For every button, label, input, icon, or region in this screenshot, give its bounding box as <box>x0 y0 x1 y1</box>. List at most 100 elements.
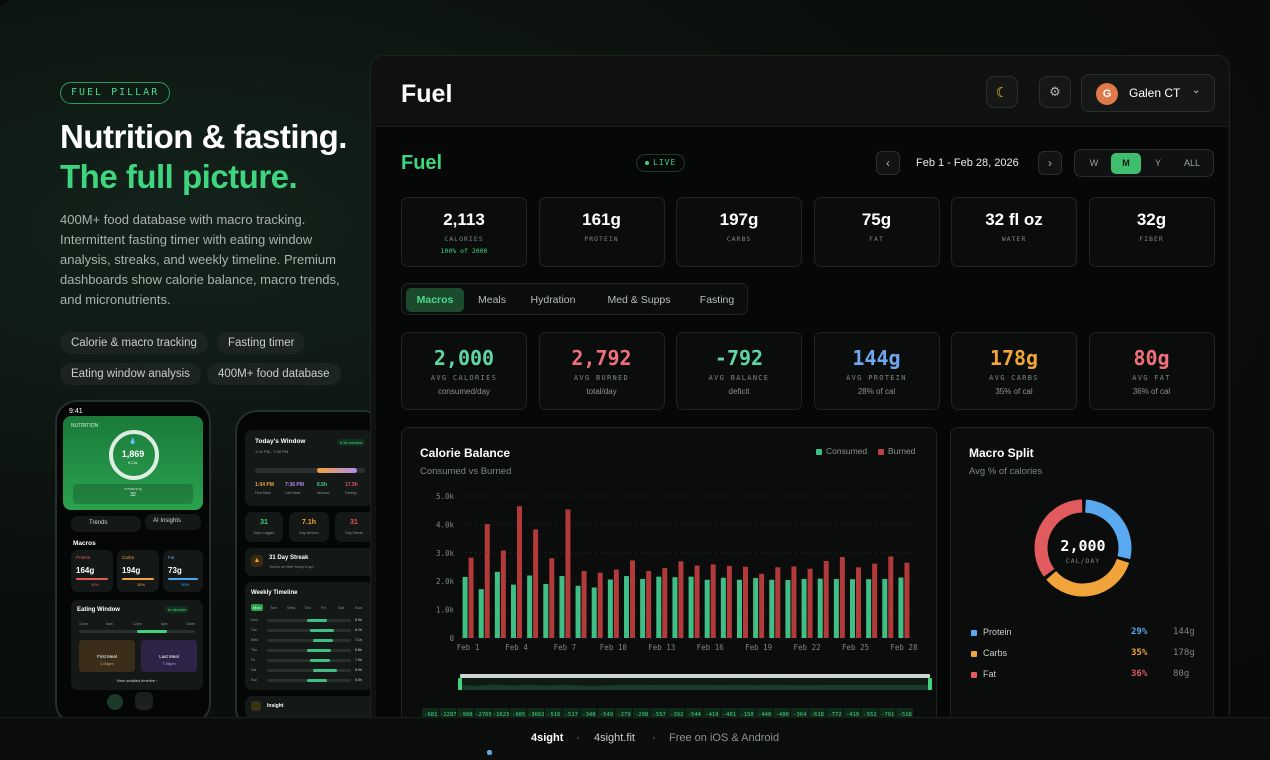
period-all[interactable]: ALL <box>1183 158 1200 168</box>
weekday-sat[interactable]: Sat <box>338 605 345 610</box>
next-period-button[interactable]: › <box>1038 151 1062 175</box>
bar-burned[interactable] <box>581 570 587 638</box>
bar-burned[interactable] <box>791 566 797 638</box>
bar-consumed[interactable] <box>640 578 646 638</box>
bar-consumed[interactable] <box>688 576 694 638</box>
timeline-bar <box>267 629 351 632</box>
bar-burned[interactable] <box>775 567 781 638</box>
donut-slice-carbs[interactable] <box>1046 558 1130 597</box>
legend-pct: 29% <box>1131 627 1148 637</box>
bar-burned[interactable] <box>888 556 894 638</box>
bar-consumed[interactable] <box>704 579 710 638</box>
weekday-thu[interactable]: Thu <box>304 605 311 610</box>
weekday-fri[interactable]: Fri <box>321 605 326 610</box>
bar-burned[interactable] <box>646 570 652 638</box>
bar-consumed[interactable] <box>478 589 484 638</box>
donut-slice-protein[interactable] <box>1084 499 1132 560</box>
bar-burned[interactable] <box>484 524 490 638</box>
bar-burned[interactable] <box>743 566 748 638</box>
bar-consumed[interactable] <box>801 578 807 638</box>
nav-center-button[interactable] <box>135 692 153 710</box>
user-menu[interactable]: G Galen CT ⌄ <box>1081 74 1215 112</box>
bar-consumed[interactable] <box>850 579 855 638</box>
legend-grams: 178g <box>1173 648 1195 658</box>
bar-consumed[interactable] <box>737 579 742 638</box>
bar-burned[interactable] <box>807 568 813 638</box>
bar-burned[interactable] <box>694 565 700 638</box>
bar-consumed[interactable] <box>882 578 888 638</box>
bar-consumed[interactable] <box>833 578 839 638</box>
site-link[interactable]: 4sight.fit <box>594 732 635 744</box>
theme-toggle-button[interactable]: ☾ <box>986 76 1018 108</box>
bar-consumed[interactable] <box>543 584 549 638</box>
bar-burned[interactable] <box>597 572 603 638</box>
bar-burned[interactable] <box>630 560 635 638</box>
bar-consumed[interactable] <box>624 576 629 638</box>
bar-burned[interactable] <box>678 561 684 638</box>
bar-burned[interactable] <box>613 569 619 638</box>
bar-consumed[interactable] <box>769 579 775 638</box>
bar-burned[interactable] <box>904 562 910 638</box>
donut-slice-fat[interactable] <box>1034 499 1083 577</box>
brush-handle-right[interactable] <box>928 678 932 690</box>
tab-fasting[interactable]: Fasting <box>699 294 735 306</box>
range-brush-selection[interactable] <box>460 674 930 678</box>
bar-burned[interactable] <box>662 568 668 638</box>
bar-consumed[interactable] <box>866 579 872 638</box>
bar-consumed[interactable] <box>607 579 613 638</box>
view-timeline-link[interactable]: View detailed timeline › <box>116 678 158 683</box>
timeline-window <box>313 669 337 672</box>
bar-burned[interactable] <box>549 558 555 638</box>
drop-icon: 💧 <box>129 439 137 445</box>
bar-consumed[interactable] <box>511 584 516 638</box>
bar-consumed[interactable] <box>527 575 533 638</box>
weekday-wed[interactable]: Wed <box>287 605 296 610</box>
bar-consumed[interactable] <box>575 585 581 638</box>
tab-med-supps[interactable]: Med & Supps <box>607 294 671 306</box>
stat-card-calories: 2,113 CALORIES 100% of 2000 <box>401 197 527 267</box>
bar-burned[interactable] <box>759 573 765 638</box>
bar-consumed[interactable] <box>785 580 791 638</box>
settings-button[interactable]: ⚙ <box>1039 76 1071 108</box>
tab-hydration[interactable]: Hydration <box>530 294 576 306</box>
prev-period-button[interactable]: ‹ <box>876 151 900 175</box>
bar-consumed[interactable] <box>656 576 662 638</box>
tab-macros[interactable]: Macros <box>406 288 464 312</box>
bar-burned[interactable] <box>500 550 506 638</box>
bar-burned[interactable] <box>517 506 522 638</box>
period-y[interactable]: Y <box>1154 158 1161 168</box>
bar-consumed[interactable] <box>753 578 759 638</box>
weekday-sun[interactable]: Sun <box>355 605 363 610</box>
period-w[interactable]: W <box>1089 158 1099 168</box>
bar-burned[interactable] <box>856 567 861 638</box>
bar-consumed[interactable] <box>494 571 500 638</box>
bar-burned[interactable] <box>468 557 474 638</box>
nav-fuel-active[interactable] <box>107 694 123 710</box>
bar-consumed[interactable] <box>817 578 823 638</box>
bar-burned[interactable] <box>565 509 571 638</box>
bar-burned[interactable] <box>533 529 539 638</box>
ai-insights-button[interactable]: AI Insights <box>145 514 201 530</box>
brush-handle-left[interactable] <box>458 678 462 690</box>
tab-meals[interactable]: Meals <box>477 294 506 306</box>
bar-consumed[interactable] <box>462 576 468 638</box>
trends-button[interactable]: Trends <box>71 516 141 532</box>
balance-cell <box>474 708 492 718</box>
bar-consumed[interactable] <box>672 577 678 638</box>
weekday-tue[interactable]: Tue <box>270 605 277 610</box>
bar-consumed[interactable] <box>559 576 565 638</box>
bar-consumed[interactable] <box>720 577 726 638</box>
period-m[interactable]: M <box>1111 153 1141 174</box>
bar-burned[interactable] <box>710 564 716 638</box>
bar-burned[interactable] <box>872 563 878 638</box>
bar-consumed[interactable] <box>591 587 597 638</box>
balance-label: -150 <box>740 712 753 718</box>
bar-consumed[interactable] <box>898 577 904 638</box>
timeline-bar <box>267 659 351 662</box>
bar-burned[interactable] <box>726 565 732 638</box>
bar-burned[interactable] <box>823 561 829 638</box>
legend-name: Fat <box>983 669 997 679</box>
x-tick-label: Feb 16 <box>697 643 725 652</box>
weekday-mon[interactable]: Mon <box>251 604 263 611</box>
bar-burned[interactable] <box>839 557 845 638</box>
